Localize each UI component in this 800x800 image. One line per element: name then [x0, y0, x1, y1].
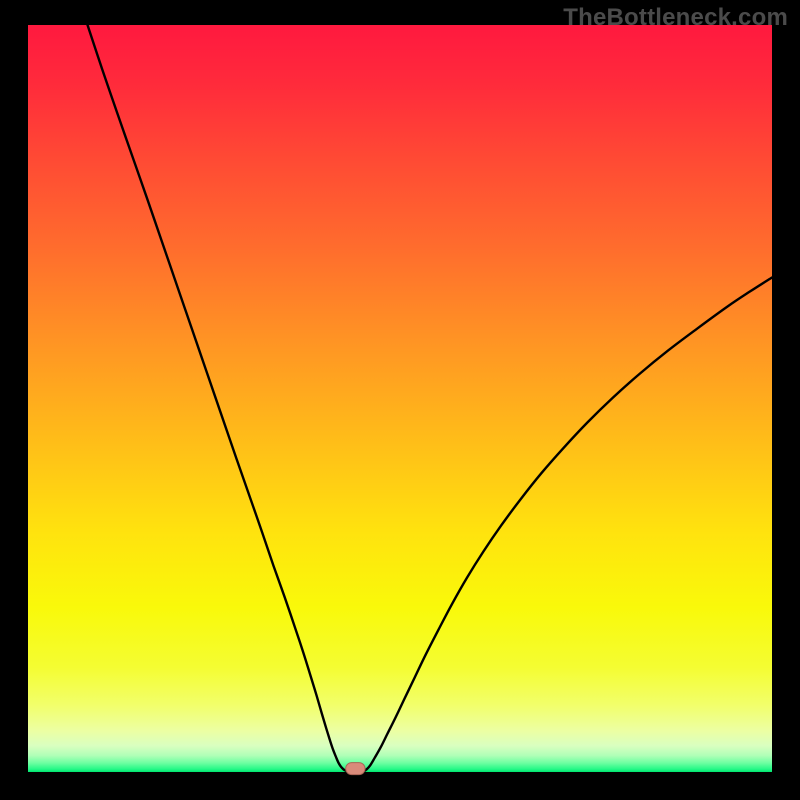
- bottleneck-curve-chart: [0, 0, 800, 800]
- chart-stage: TheBottleneck.com: [0, 0, 800, 800]
- plot-background: [28, 25, 772, 772]
- optimum-marker: [346, 763, 365, 775]
- watermark-text: TheBottleneck.com: [563, 4, 788, 32]
